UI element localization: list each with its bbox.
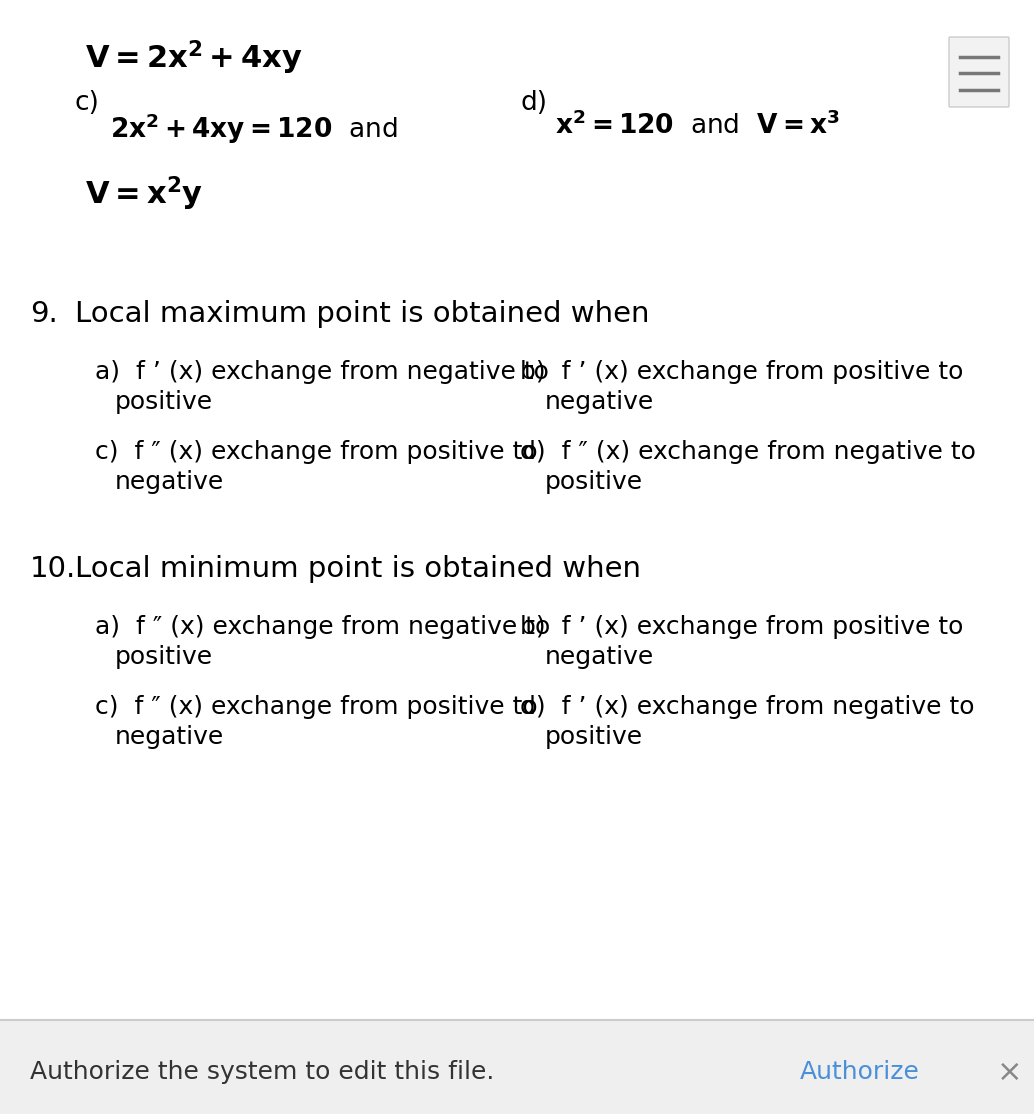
Text: $\mathbf{2x^2 + 4xy = 120}$  and: $\mathbf{2x^2 + 4xy = 120}$ and [110,113,398,147]
Text: a)  f ’ (x) exchange from negative to: a) f ’ (x) exchange from negative to [95,360,549,384]
Text: negative: negative [115,470,224,494]
Text: c): c) [75,90,100,116]
Text: a)  f ″ (x) exchange from negative to: a) f ″ (x) exchange from negative to [95,615,550,639]
Text: b)  f ’ (x) exchange from positive to: b) f ’ (x) exchange from positive to [520,360,964,384]
Text: positive: positive [115,645,213,670]
Text: Authorize: Authorize [800,1061,920,1084]
Text: ×: × [997,1057,1023,1086]
Text: positive: positive [545,725,643,749]
Text: b)  f ’ (x) exchange from positive to: b) f ’ (x) exchange from positive to [520,615,964,639]
Text: positive: positive [545,470,643,494]
Text: $\mathbf{V = 2x^2 + 4xy}$: $\mathbf{V = 2x^2 + 4xy}$ [85,38,303,77]
Text: $\mathbf{x^2 = 120}$  and  $\mathbf{V = x^3}$: $\mathbf{x^2 = 120}$ and $\mathbf{V = x^… [555,113,840,140]
Text: 10.: 10. [30,555,77,583]
Text: c)  f ″ (x) exchange from positive to: c) f ″ (x) exchange from positive to [95,440,538,465]
Text: Local maximum point is obtained when: Local maximum point is obtained when [75,300,649,328]
Text: Authorize the system to edit this file.: Authorize the system to edit this file. [30,1061,494,1084]
Text: 9.: 9. [30,300,58,328]
FancyBboxPatch shape [949,37,1009,107]
Text: Local minimum point is obtained when: Local minimum point is obtained when [75,555,641,583]
Text: negative: negative [545,390,655,414]
Text: d)  f ’ (x) exchange from negative to: d) f ’ (x) exchange from negative to [520,695,974,719]
Text: d)  f ″ (x) exchange from negative to: d) f ″ (x) exchange from negative to [520,440,976,465]
Text: negative: negative [115,725,224,749]
Text: positive: positive [115,390,213,414]
Text: negative: negative [545,645,655,670]
Text: c)  f ″ (x) exchange from positive to: c) f ″ (x) exchange from positive to [95,695,538,719]
Bar [0,1020,1034,1114]
Text: d): d) [520,90,547,116]
Text: $\mathbf{V = x^2 y}$: $\mathbf{V = x^2 y}$ [85,175,203,214]
